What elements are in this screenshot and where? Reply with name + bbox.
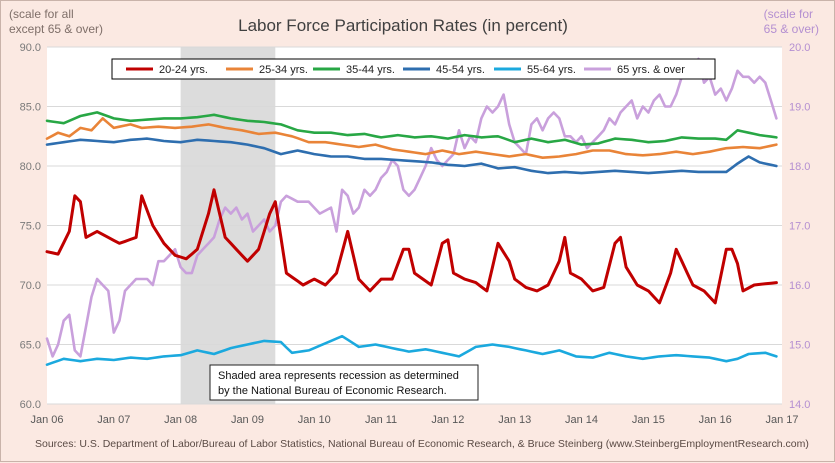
series-line-25-34-yrs: [45, 117, 778, 159]
left-axis-note-line2: except 65 & over): [9, 22, 103, 36]
x-tick-label: Jan 07: [97, 414, 130, 426]
right-axis-note-line2: 65 & over): [764, 22, 819, 36]
series-line-20-24-yrs: [45, 188, 778, 305]
source-note: Sources: U.S. Department of Labor/Bureau…: [35, 438, 809, 450]
left-tick-label: 85.0: [20, 102, 41, 114]
legend-label: 65 yrs. & over: [617, 64, 685, 76]
x-tick-label: Jan 06: [30, 414, 63, 426]
right-tick-label: 19.0: [789, 102, 810, 114]
recession-annotation: Shaded area represents recession as dete…: [209, 364, 479, 401]
left-tick-label: 90.0: [20, 42, 41, 54]
x-axis-ticks: Jan 06 Jan 07 Jan 08 Jan 09 Jan 10 Jan 11 Jan …: [30, 414, 798, 426]
annotation-box: [209, 364, 479, 401]
annotation-line2: by the National Bureau of Economic Resea…: [218, 385, 447, 397]
legend-label: 55-64 yrs.: [527, 64, 576, 76]
left-tick-label: 80.0: [20, 161, 41, 173]
legend-label: 25-34 yrs.: [259, 64, 308, 76]
x-tick-label: Jan 14: [565, 414, 598, 426]
series-line-35-44-yrs: [45, 111, 778, 146]
right-tick-label: 17.0: [789, 221, 810, 233]
right-tick-label: 16.0: [789, 280, 810, 292]
right-tick-label: 15.0: [789, 340, 810, 352]
x-tick-label: Jan 16: [699, 414, 732, 426]
x-tick-label: Jan 08: [164, 414, 197, 426]
gridlines: [47, 46, 782, 405]
x-tick-label: Jan 10: [298, 414, 331, 426]
legend: 20-24 yrs. 25-34 yrs. 35-44 yrs. 45-54 yrs.…: [111, 58, 716, 80]
x-tick-label: Jan 17: [765, 414, 798, 426]
right-tick-label: 18.0: [789, 161, 810, 173]
right-axis-ticks: 14.0 15.0 16.0 17.0 18.0 19.0 20.0: [789, 42, 810, 411]
left-tick-label: 70.0: [20, 280, 41, 292]
left-tick-label: 60.0: [20, 399, 41, 411]
annotation-line1: Shaded area represents recession as dete…: [218, 370, 459, 382]
left-axis-ticks: 60.0 65.0 70.0 75.0 80.0 85.0 90.0: [20, 42, 41, 411]
x-tick-label: Jan 12: [431, 414, 464, 426]
series-line-45-54-yrs: [45, 137, 778, 175]
series-line-65-yrs-over: [45, 57, 778, 358]
x-tick-label: Jan 13: [498, 414, 531, 426]
right-tick-label: 14.0: [789, 399, 810, 411]
right-tick-label: 20.0: [789, 42, 810, 54]
left-tick-label: 75.0: [20, 221, 41, 233]
series-line-55-64-yrs: [45, 334, 778, 367]
left-axis-note-line1: (scale for all: [9, 7, 74, 21]
chart-title: Labor Force Participation Rates (in perc…: [238, 16, 568, 35]
left-tick-label: 65.0: [20, 340, 41, 352]
legend-items: 20-24 yrs. 25-34 yrs. 35-44 yrs. 45-54 yrs.…: [126, 64, 685, 76]
x-tick-label: Jan 11: [365, 414, 397, 426]
x-tick-label: Jan 15: [632, 414, 665, 426]
x-tick-label: Jan 09: [231, 414, 264, 426]
legend-label: 35-44 yrs.: [346, 64, 395, 76]
legend-label: 45-54 yrs.: [436, 64, 485, 76]
legend-label: 20-24 yrs.: [159, 64, 208, 76]
right-axis-note-line1: (scale for: [764, 7, 813, 21]
series-lines: [45, 57, 778, 367]
